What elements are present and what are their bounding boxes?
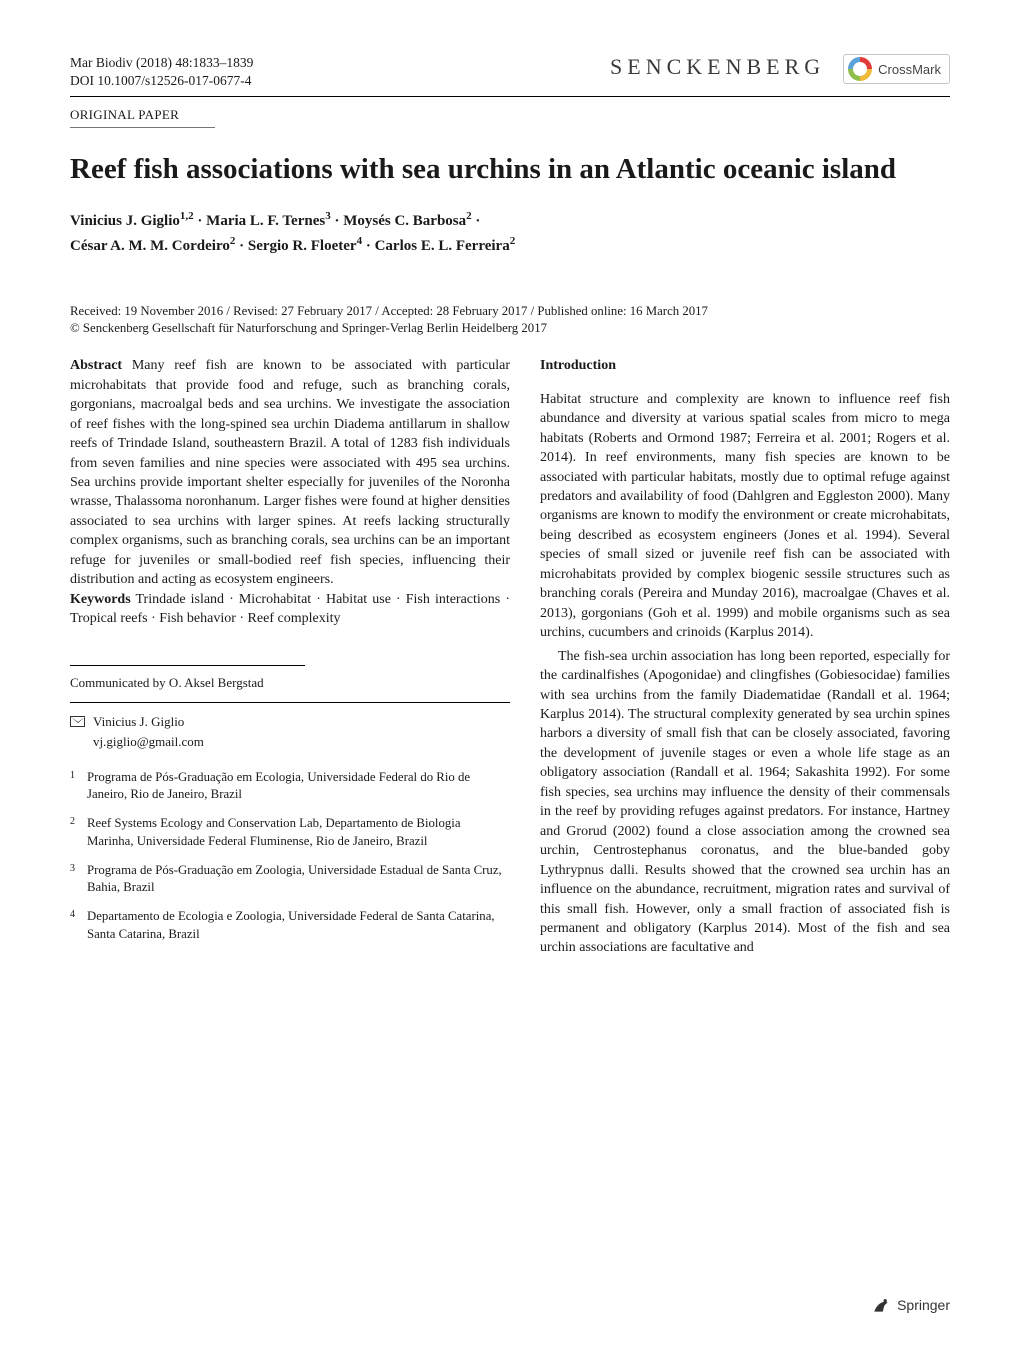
keywords-label: Keywords	[70, 592, 131, 607]
copyright-line: © Senckenberg Gesellschaft für Naturfors…	[70, 321, 950, 336]
keywords-paragraph: Keywords Trindade island · Microhabitat …	[70, 590, 510, 629]
affil-text: Departamento de Ecologia e Zoologia, Uni…	[87, 908, 510, 943]
two-column-body: Abstract Many reef fish are known to be …	[70, 356, 950, 958]
affiliation: 2 Reef Systems Ecology and Conservation …	[70, 815, 510, 850]
author: Maria L. F. Ternes3	[206, 213, 331, 229]
communicated-by: Communicated by O. Aksel Bergstad	[70, 674, 510, 692]
author-list: Vinicius J. Giglio1,2 · Maria L. F. Tern…	[70, 208, 950, 259]
communicated-rule-bottom	[70, 702, 510, 703]
springer-horse-icon	[871, 1295, 891, 1315]
corresponding-author: Vinicius J. Giglio	[70, 713, 510, 731]
affil-num: 4	[70, 908, 75, 943]
publisher-footer-logo: Springer	[871, 1295, 950, 1315]
envelope-icon	[70, 716, 85, 727]
communicated-rule-top	[70, 665, 305, 666]
introduction-label: Introduction	[540, 358, 616, 373]
header-left: Mar Biodiv (2018) 48:1833–1839 DOI 10.10…	[70, 54, 253, 90]
intro-para-1: Habitat structure and complexity are kno…	[540, 390, 950, 643]
keywords-text: Trindade island · Microhabitat · Habitat…	[70, 592, 510, 626]
crossmark-label: CrossMark	[878, 62, 941, 77]
affil-text: Reef Systems Ecology and Conservation La…	[87, 815, 510, 850]
affil-text: Programa de Pós-Graduação em Zoologia, U…	[87, 862, 510, 897]
author: Moysés C. Barbosa2	[343, 213, 471, 229]
doi-line: DOI 10.1007/s12526-017-0677-4	[70, 72, 253, 90]
article-type-underline	[70, 127, 215, 128]
corr-email: vj.giglio@gmail.com	[93, 733, 510, 751]
header-right: SENCKENBERG CrossMark	[610, 54, 950, 84]
crossmark-badge[interactable]: CrossMark	[843, 54, 950, 84]
author: Sergio R. Floeter4	[248, 238, 362, 254]
abstract-paragraph: Abstract Many reef fish are known to be …	[70, 356, 510, 589]
affil-num: 1	[70, 769, 75, 804]
crossmark-icon	[848, 57, 872, 81]
left-column: Abstract Many reef fish are known to be …	[70, 356, 510, 958]
header-rule	[70, 96, 950, 97]
intro-para-2: The fish-sea urchin association has long…	[540, 647, 950, 958]
affil-num: 3	[70, 862, 75, 897]
abstract-text: Many reef fish are known to be associate…	[70, 358, 510, 587]
corr-name: Vinicius J. Giglio	[93, 713, 184, 731]
abstract-label: Abstract	[70, 358, 122, 373]
author: César A. M. M. Cordeiro2	[70, 238, 235, 254]
affil-text: Programa de Pós-Graduação em Ecologia, U…	[87, 769, 510, 804]
journal-citation: Mar Biodiv (2018) 48:1833–1839	[70, 54, 253, 72]
affiliation: 4 Departamento de Ecologia e Zoologia, U…	[70, 908, 510, 943]
author: Vinicius J. Giglio1,2	[70, 213, 194, 229]
affil-num: 2	[70, 815, 75, 850]
publisher-wordmark: SENCKENBERG	[610, 54, 825, 80]
article-dates: Received: 19 November 2016 / Revised: 27…	[70, 304, 950, 319]
page-header: Mar Biodiv (2018) 48:1833–1839 DOI 10.10…	[70, 54, 950, 90]
right-column: Introduction Habitat structure and compl…	[540, 356, 950, 958]
article-type-label: ORIGINAL PAPER	[70, 107, 950, 123]
author: Carlos E. L. Ferreira2	[375, 238, 516, 254]
footer-brand-text: Springer	[897, 1297, 950, 1313]
affiliation: 3 Programa de Pós-Graduação em Zoologia,…	[70, 862, 510, 897]
affiliation: 1 Programa de Pós-Graduação em Ecologia,…	[70, 769, 510, 804]
article-title: Reef fish associations with sea urchins …	[70, 152, 950, 187]
